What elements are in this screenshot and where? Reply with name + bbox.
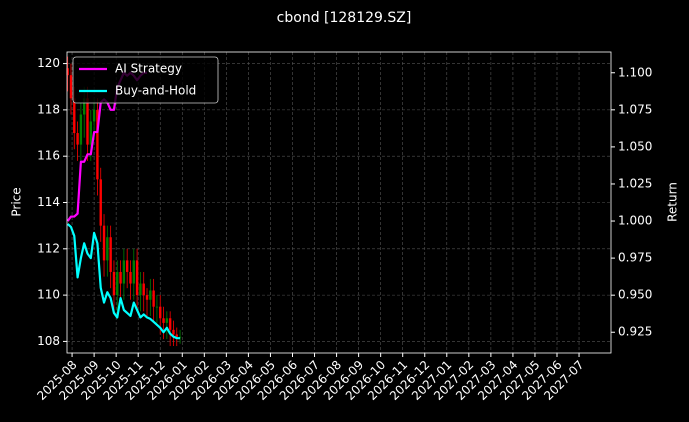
candle-body [175, 334, 178, 337]
candle-body [122, 260, 126, 284]
y-tick-label: 114 [37, 195, 60, 209]
candle-body [102, 225, 106, 261]
y-tick-label: 108 [37, 334, 60, 348]
candle-body [99, 179, 102, 226]
candle-body [69, 75, 73, 99]
return-line [66, 223, 181, 340]
candle-body [86, 98, 89, 145]
candle-body [172, 329, 175, 335]
legend-label: AI Strategy [115, 62, 182, 76]
candle-body [165, 318, 169, 323]
candle-body [149, 290, 152, 300]
candle-body [152, 290, 155, 307]
y-tick-label: 116 [37, 149, 60, 163]
y-tick-label: 120 [37, 56, 60, 70]
legend-label: Buy-and-Hold [115, 84, 196, 98]
chart-title: cbond [128129.SZ] [277, 10, 412, 26]
candle-body [155, 306, 159, 308]
candle-body [79, 114, 83, 145]
y-tick-label: 110 [37, 288, 60, 302]
candle-body [125, 260, 129, 272]
y2-axis-label: Return [666, 182, 680, 222]
candle-body [106, 237, 109, 261]
y2-tick-label: 0.925 [618, 325, 652, 339]
plot-frame [66, 51, 612, 354]
candle-body [109, 237, 112, 272]
y2-tick-label: 1.025 [618, 176, 652, 190]
candle-body [76, 133, 79, 145]
candle-body [89, 121, 93, 145]
candle-body [96, 109, 99, 180]
y2-tick-label: 0.975 [618, 251, 652, 265]
y-tick-label: 112 [37, 241, 60, 255]
candle-body [168, 318, 172, 330]
candle-body [92, 109, 96, 122]
y2-tick-label: 1.075 [618, 102, 652, 116]
candle-body [135, 260, 139, 296]
candle-body [129, 271, 132, 284]
y2-tick-label: 1.050 [618, 139, 652, 153]
candle-body [139, 283, 142, 296]
candle-body [132, 260, 135, 284]
y-axis-label: Price [10, 187, 24, 216]
candle-body [162, 318, 165, 323]
candle-body [142, 283, 145, 296]
candle-body [73, 98, 76, 134]
legend: AI Strategy Buy-and-Hold [72, 56, 219, 104]
y2-tick-label: 0.950 [618, 288, 652, 302]
candle-body [145, 295, 149, 300]
candle-body [159, 306, 162, 319]
y2-tick-label: 1.000 [618, 214, 652, 228]
y2-tick-label: 1.100 [618, 65, 652, 79]
candle-body [66, 68, 69, 76]
y-tick-label: 118 [37, 102, 60, 116]
candle-body [116, 271, 119, 296]
candle-body [112, 271, 116, 296]
legend-box [72, 56, 219, 104]
candle-body [119, 271, 122, 284]
candle-body [82, 98, 86, 115]
